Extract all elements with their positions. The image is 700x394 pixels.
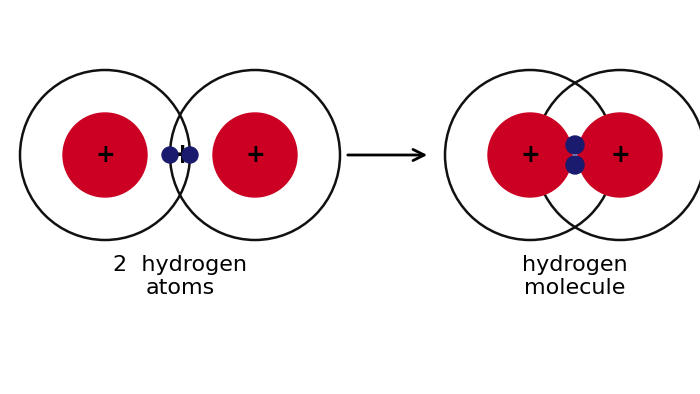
Circle shape bbox=[162, 147, 178, 163]
Text: +: + bbox=[520, 143, 540, 167]
Text: 2  hydrogen: 2 hydrogen bbox=[113, 255, 247, 275]
Text: +: + bbox=[95, 143, 115, 167]
Text: hydrogen: hydrogen bbox=[522, 255, 628, 275]
Circle shape bbox=[182, 147, 198, 163]
Text: +: + bbox=[245, 143, 265, 167]
Text: +: + bbox=[610, 143, 630, 167]
Circle shape bbox=[488, 113, 572, 197]
Circle shape bbox=[213, 113, 297, 197]
Circle shape bbox=[578, 113, 662, 197]
Text: +: + bbox=[172, 141, 195, 169]
Text: atoms: atoms bbox=[146, 278, 215, 298]
Circle shape bbox=[63, 113, 147, 197]
Circle shape bbox=[566, 136, 584, 154]
Text: molecule: molecule bbox=[524, 278, 626, 298]
Circle shape bbox=[566, 156, 584, 174]
